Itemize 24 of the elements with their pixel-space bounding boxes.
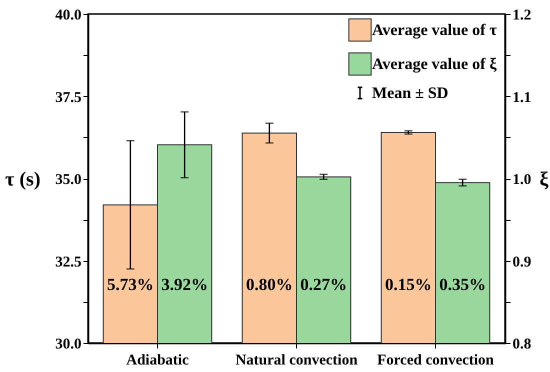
- y2-tick-label: 1.2: [512, 8, 532, 24]
- y-tick-label: 35.0: [55, 172, 82, 188]
- annotation: 0.80%: [246, 275, 293, 294]
- y2-tick-label: 0.9: [512, 254, 532, 270]
- y2-tick-label: 0.8: [512, 336, 532, 352]
- legend-label: Average value of ξ: [372, 56, 498, 73]
- annotation: 0.27%: [300, 275, 347, 294]
- x-tick-label: Natural convection: [235, 352, 358, 368]
- y-axis-title: τ (s): [5, 168, 40, 190]
- annotation: 3.92%: [161, 275, 208, 294]
- y-tick-label: 37.5: [55, 90, 82, 106]
- x-tick-label: Adiabatic: [126, 352, 190, 368]
- x-tick-label: Forced convection: [377, 352, 495, 368]
- y2-tick-label: 1.1: [512, 90, 532, 106]
- legend-label: Average value of τ: [372, 22, 498, 39]
- annotation: Mean ± SD: [372, 85, 448, 102]
- annotation: 5.73%: [107, 275, 154, 294]
- y2-tick-label: 1.0: [512, 172, 532, 188]
- y-tick-label: 30.0: [55, 336, 82, 352]
- y-tick-label: 32.5: [55, 254, 82, 270]
- annotation: 0.15%: [385, 275, 432, 294]
- y2-axis-title: ξ: [540, 168, 548, 190]
- y-tick-label: 40.0: [55, 8, 82, 24]
- annotation: 0.35%: [439, 275, 486, 294]
